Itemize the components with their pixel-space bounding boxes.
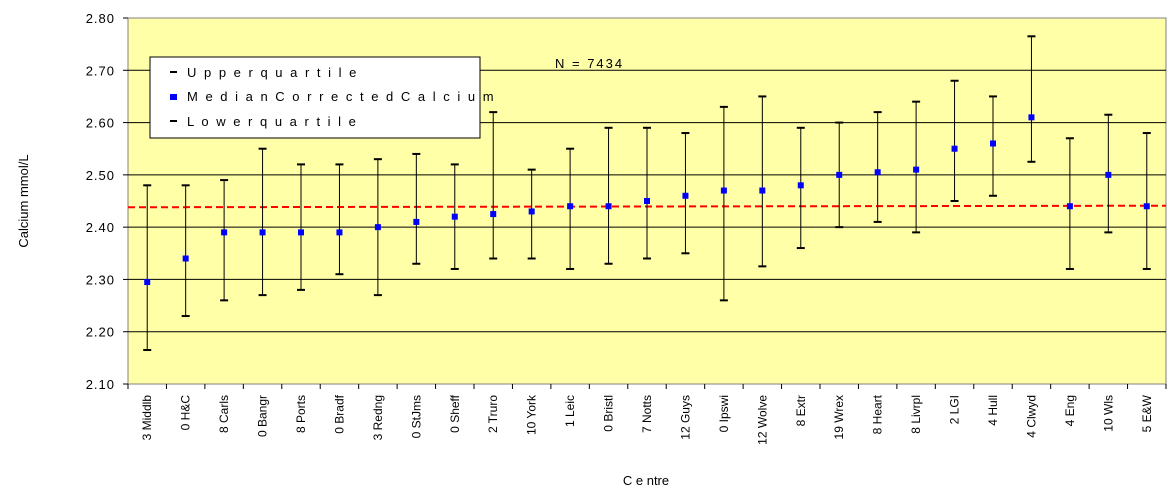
x-category-label: 8 Extr [794, 395, 808, 426]
y-tick-label: 2.40 [86, 220, 115, 235]
median-marker [298, 229, 304, 236]
median-marker [720, 187, 727, 194]
median-marker [336, 229, 343, 236]
median-marker [951, 145, 958, 152]
y-tick-label: 2.80 [86, 11, 115, 26]
x-category-label: 10 Wls [1101, 395, 1115, 432]
legend: U p p e r q u a r t i l e M e d i a n C … [149, 56, 496, 139]
x-category-label: 8 Livrpl [909, 395, 923, 434]
x-category-label: 3 Redng [371, 395, 385, 440]
median-marker [413, 218, 420, 225]
median-marker [451, 213, 458, 220]
median-marker [374, 224, 381, 231]
median-marker [605, 203, 612, 210]
median-marker [990, 140, 996, 147]
median-marker [221, 229, 228, 236]
x-category-label: 2 Truro [486, 395, 500, 433]
median-marker [528, 208, 535, 215]
median-marker [1105, 171, 1112, 178]
median-marker [644, 198, 650, 204]
legend-swatch-median [170, 94, 177, 100]
y-tick-label: 2.50 [86, 168, 115, 183]
x-category-label: 0 Bristl [602, 395, 616, 432]
median-marker [836, 171, 843, 178]
x-category-label: 1 Leic [563, 395, 577, 427]
x-category-label: 0 Bangr [256, 395, 270, 437]
median-marker [874, 169, 881, 176]
median-marker [144, 279, 151, 286]
x-category-label: 2 LGI [948, 395, 962, 424]
x-category-label: 19 Wrex [832, 395, 846, 439]
x-category-label: 8 Carls [217, 395, 231, 433]
x-category-label: 0 Ipswi [717, 395, 731, 432]
y-axis-title: Calcium mmol/L [16, 154, 31, 247]
error-bars [143, 35, 1151, 352]
legend-label-median: M e d i a n C o r r e c t e d C a l c i … [187, 89, 496, 104]
x-category-label: 12 Guys [678, 395, 692, 440]
x-category-label: 5 E&W [1140, 394, 1154, 432]
x-category-label: 4 Hull [986, 395, 1000, 426]
x-category-label: 8 Heart [871, 394, 885, 434]
median-marker [490, 211, 497, 218]
legend-label-lower: L o w e r q u a r t i l e [187, 114, 358, 129]
x-category-label: 8 Ports [294, 395, 308, 433]
y-tick-label: 2.70 [86, 63, 115, 78]
x-category-label: 4 Eng [1063, 395, 1077, 426]
x-category-label: 7 Notts [640, 395, 654, 433]
y-tick-label: 2.10 [86, 377, 115, 392]
x-category-label: 0 H&C [179, 395, 193, 431]
x-category-label: 10 York [525, 394, 539, 435]
median-marker [1143, 203, 1150, 210]
median-marker [567, 203, 574, 210]
median-marker [1066, 203, 1073, 210]
median-marker [182, 255, 189, 262]
x-category-label: 0 StJms [409, 395, 423, 438]
x-axis-title: C e ntre [623, 473, 669, 488]
sample-size-annotation: N = 7434 [555, 56, 624, 71]
x-category-label: 0 Bradf [332, 394, 346, 433]
median-marker [682, 192, 689, 199]
y-tick-label: 2.30 [86, 272, 115, 287]
median-marker [259, 229, 266, 236]
y-tick-label: 2.20 [86, 325, 115, 340]
y-axis-ticks: 2.10 2.20 2.30 2.40 2.50 2.60 2.70 2.80 [86, 11, 128, 392]
median-marker [759, 187, 766, 194]
x-axis-categories: 3 Middlb 0 H&C 8 Carls 0 Bangr 8 Ports 0 Brad… [127, 384, 1167, 445]
y-tick-label: 2.60 [86, 116, 115, 131]
median-marker [797, 182, 804, 189]
x-category-label: 12 Wolve [755, 395, 769, 445]
median-marker [1028, 114, 1035, 121]
legend-label-upper: U p p e r q u a r t i l e [187, 65, 358, 80]
median-marker [913, 166, 920, 173]
legend-box [149, 56, 481, 139]
x-category-label: 4 Clwyd [1024, 395, 1038, 438]
x-category-label: 0 Sheff [448, 394, 462, 432]
x-category-label: 3 Middlb [140, 395, 154, 441]
